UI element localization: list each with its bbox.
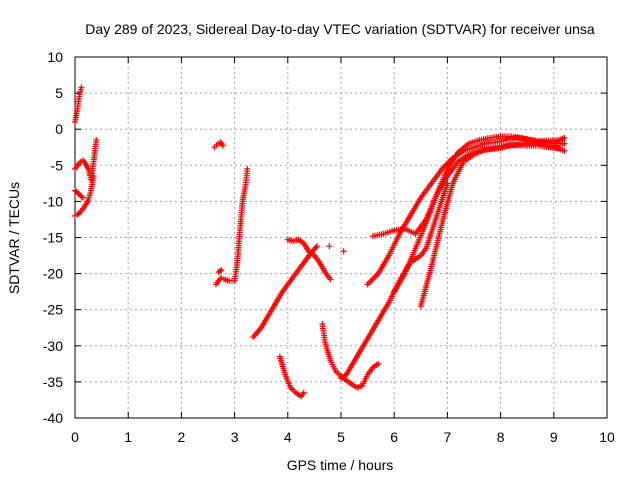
x-tick-label: 9 — [550, 429, 558, 445]
x-tick-label: 1 — [124, 429, 132, 445]
data-point — [79, 194, 86, 201]
y-tick-label: 0 — [55, 121, 63, 137]
y-tick-label: -25 — [43, 302, 63, 318]
y-tick-label: -5 — [51, 157, 64, 173]
data-points — [72, 84, 568, 400]
y-tick-label: -20 — [43, 266, 63, 282]
data-point — [556, 144, 563, 151]
x-tick-label: 3 — [231, 429, 239, 445]
data-point — [561, 147, 568, 154]
data-point — [78, 84, 85, 91]
data-point — [78, 193, 85, 200]
data-point — [218, 266, 225, 273]
y-tick-label: -35 — [43, 374, 63, 390]
data-point — [375, 360, 382, 367]
y-axis-label: SDTVAR / TECUs — [6, 182, 22, 294]
y-tick-label: -15 — [43, 230, 63, 246]
x-tick-label: 8 — [497, 429, 505, 445]
data-point — [340, 248, 347, 255]
y-tick-label: -30 — [43, 338, 63, 354]
data-point — [300, 389, 307, 396]
axis-ticks: 0 1 2 3 4 5 6 7 8 9 10 10 5 0 -5 -10 -15 -20 -25 -30 -35 -40 — [43, 49, 615, 445]
y-tick-label: -10 — [43, 193, 63, 209]
y-tick-label: 10 — [47, 49, 63, 65]
data-point — [561, 140, 568, 147]
data-point — [93, 137, 100, 144]
data-point — [216, 268, 223, 275]
data-point — [219, 142, 226, 149]
y-tick-label: -40 — [43, 410, 63, 426]
data-point — [75, 210, 82, 217]
data-point — [314, 243, 321, 250]
x-tick-label: 7 — [444, 429, 452, 445]
x-tick-label: 10 — [599, 429, 615, 445]
x-axis-label: GPS time / hours — [287, 457, 394, 473]
x-tick-label: 5 — [337, 429, 345, 445]
chart-title: Day 289 of 2023, Sidereal Day-to-day VTE… — [85, 21, 595, 37]
x-tick-label: 2 — [178, 429, 186, 445]
data-point — [90, 173, 97, 180]
data-point — [326, 243, 333, 250]
x-tick-label: 6 — [390, 429, 398, 445]
x-tick-label: 4 — [284, 429, 292, 445]
data-point — [244, 165, 251, 172]
y-tick-label: 5 — [55, 85, 63, 101]
x-tick-label: 0 — [71, 429, 79, 445]
data-point — [327, 276, 334, 283]
data-point — [561, 134, 568, 141]
grid-lines — [75, 57, 607, 418]
